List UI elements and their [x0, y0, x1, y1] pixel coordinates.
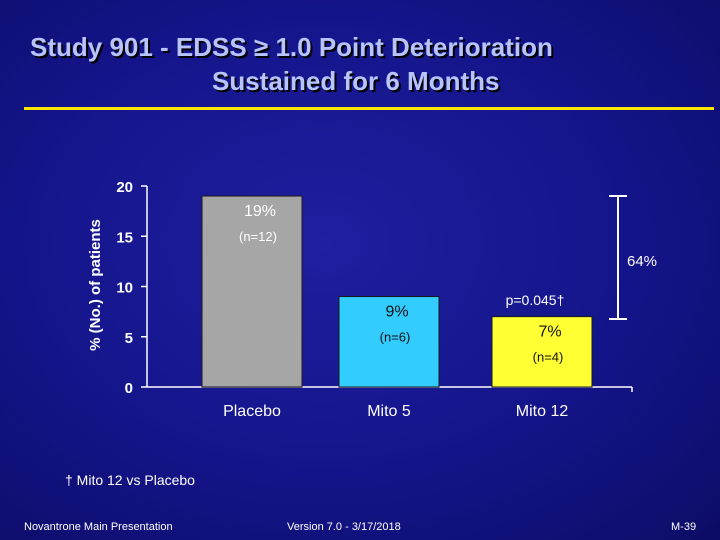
y-tick-label-4: 20	[116, 179, 133, 196]
bar-n-label-0: (n=12)	[239, 229, 277, 244]
y-tick-label-2: 10	[116, 280, 133, 297]
footer-right: M-39	[671, 521, 697, 533]
bar-mito-12	[491, 316, 593, 388]
footnote: † Mito 12 vs Placebo	[65, 472, 195, 488]
x-category-label-1: Mito 5	[367, 403, 411, 420]
bar-value-label-2: 7%	[538, 324, 561, 341]
y-axis-label: % (No.) of patients	[87, 219, 104, 351]
bar-mito-5	[338, 296, 440, 388]
p-value-label: p=0.045†	[506, 292, 565, 308]
bar-n-label-1: (n=6)	[380, 330, 411, 345]
reduction-bracket	[609, 195, 627, 320]
y-tick-label-0: 0	[125, 380, 133, 397]
x-category-label-0: Placebo	[223, 403, 281, 420]
bar-value-label-1: 9%	[385, 304, 408, 321]
reduction-label: 64%	[627, 253, 657, 270]
bar-value-label-0: 19%	[244, 203, 276, 220]
bar-n-label-2: (n=4)	[533, 350, 564, 365]
title-line-2: Sustained for 6 Months	[212, 66, 500, 96]
title-underline	[24, 107, 714, 110]
x-category-label-2: Mito 12	[516, 403, 569, 420]
footer-center: Version 7.0 - 3/17/2018	[287, 521, 401, 533]
bar-placebo	[201, 195, 303, 388]
y-tick-label-1: 5	[125, 330, 133, 347]
title-line-1: Study 901 - EDSS ≥ 1.0 Point Deteriorati…	[30, 32, 553, 62]
footer-left: Novantrone Main Presentation	[24, 521, 173, 533]
y-tick-label-3: 15	[116, 229, 133, 246]
